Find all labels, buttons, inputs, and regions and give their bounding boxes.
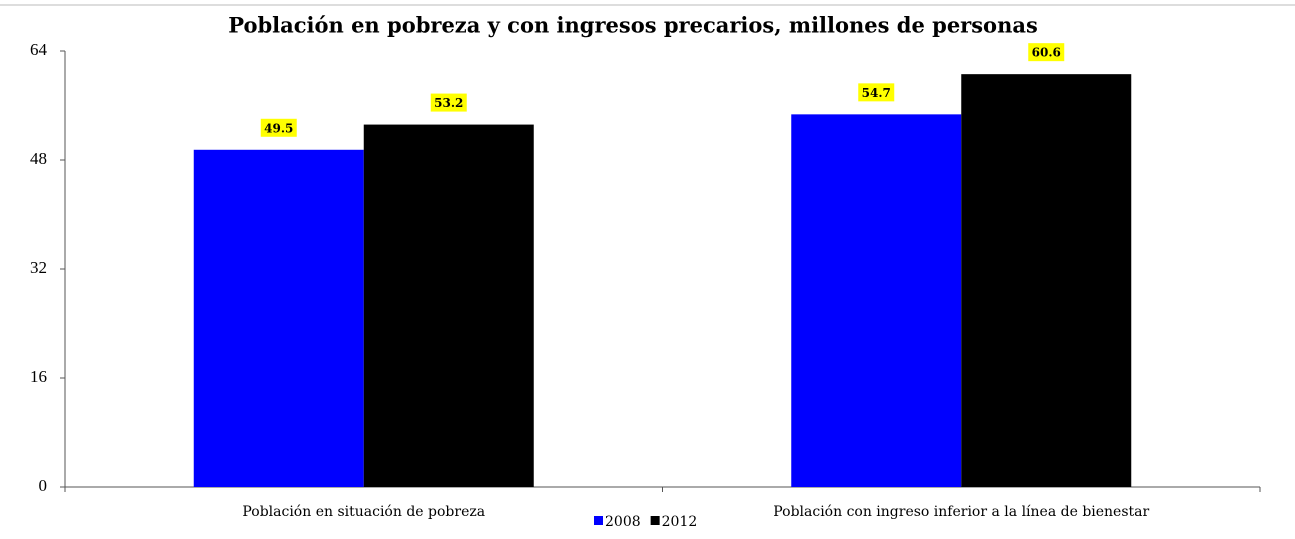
value-label: 49.5 <box>264 121 293 135</box>
value-label: 54.7 <box>862 86 891 100</box>
legend-label: 2008 <box>605 514 641 530</box>
y-tick-label: 48 <box>30 149 47 168</box>
y-tick-label: 0 <box>39 476 48 495</box>
y-tick-label: 32 <box>30 258 47 277</box>
chart-title: Población en pobreza y con ingresos prec… <box>228 13 1038 38</box>
legend-swatch <box>650 516 660 525</box>
value-label-bg <box>260 118 297 137</box>
value-label: 53.2 <box>434 96 463 110</box>
bar <box>961 74 1132 487</box>
x-tick-label: Población en situación de pobreza <box>242 504 485 520</box>
value-label-bg <box>430 93 467 112</box>
bar <box>791 114 962 487</box>
x-tick-label: Población con ingreso inferior a la líne… <box>773 504 1149 520</box>
y-tick-label: 16 <box>30 367 47 386</box>
y-tick-label: 64 <box>30 40 48 59</box>
bar <box>193 149 364 487</box>
value-label-bg <box>1028 43 1065 62</box>
legend-label: 2012 <box>662 514 698 530</box>
value-label: 60.6 <box>1032 46 1061 60</box>
bar <box>363 124 534 487</box>
value-label-bg <box>858 83 895 102</box>
legend-swatch <box>594 516 603 525</box>
